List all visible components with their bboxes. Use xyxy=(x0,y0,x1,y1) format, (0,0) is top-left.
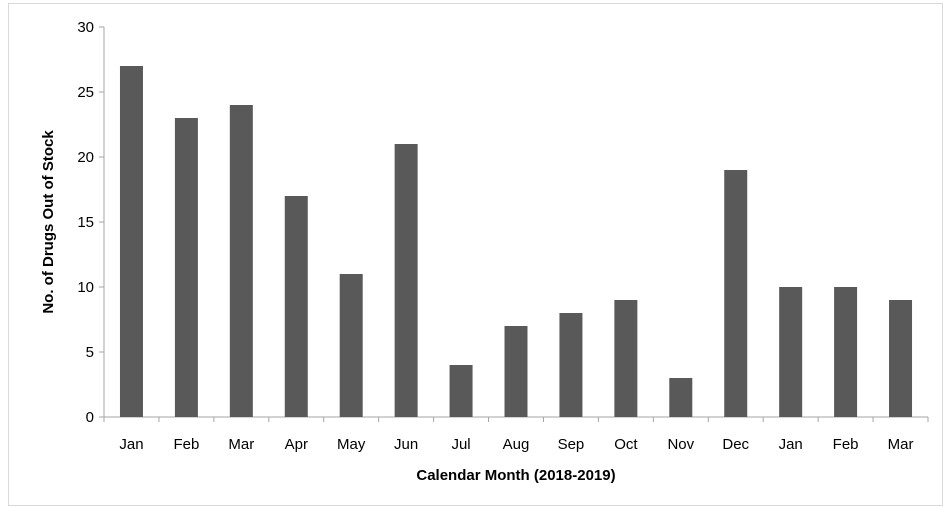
x-tick-label: Jul xyxy=(451,436,470,453)
y-tick-label: 25 xyxy=(77,84,94,101)
x-tick-label: Mar xyxy=(888,436,914,453)
y-tick-label: 5 xyxy=(86,344,94,361)
x-tick-label: Oct xyxy=(614,436,638,453)
x-tick-label: Feb xyxy=(833,436,859,453)
y-tick-label: 20 xyxy=(77,149,94,166)
x-tick-label: Aug xyxy=(503,436,530,453)
y-axis-title: No. of Drugs Out of Stock xyxy=(40,130,57,314)
bar-dec-11 xyxy=(724,170,748,417)
x-tick-label: Jan xyxy=(779,436,803,453)
x-tick-label: Mar xyxy=(228,436,254,453)
x-tick-label: Jan xyxy=(119,436,143,453)
x-axis-title: Calendar Month (2018-2019) xyxy=(416,467,615,484)
bar-apr-3 xyxy=(284,196,308,417)
bar-aug-7 xyxy=(504,326,528,417)
bar-jul-6 xyxy=(449,365,473,417)
chart-frame xyxy=(8,3,943,506)
bar-jan-0 xyxy=(119,66,143,417)
x-tick-label: Apr xyxy=(285,436,308,453)
y-tick-label: 0 xyxy=(86,409,94,426)
bar-mar-14 xyxy=(889,300,913,417)
bar-sep-8 xyxy=(559,313,583,417)
bar-jun-5 xyxy=(394,144,418,417)
x-tick-label: May xyxy=(337,436,366,453)
bar-nov-10 xyxy=(669,378,693,417)
x-tick-label: Dec xyxy=(722,436,749,453)
x-tick-label: Nov xyxy=(667,436,694,453)
bar-feb-13 xyxy=(834,287,858,417)
bar-oct-9 xyxy=(614,300,638,417)
bar-feb-1 xyxy=(174,118,198,417)
x-tick-label: Sep xyxy=(558,436,585,453)
x-axis: Jan Feb Mar Apr May Jun Jul Aug Sep Oct Nov Dec Jan F… xyxy=(103,416,929,453)
y-axis: 0 5 10 15 20 25 30 xyxy=(77,19,105,426)
y-tick-label: 10 xyxy=(77,279,94,296)
x-tick-label: Jun xyxy=(394,436,418,453)
y-tick-label: 15 xyxy=(77,214,94,231)
bars xyxy=(119,66,913,417)
y-tick-label: 30 xyxy=(77,19,94,36)
bar-may-4 xyxy=(339,274,363,417)
bar-mar-2 xyxy=(229,105,253,417)
bar-jan-12 xyxy=(779,287,803,417)
x-tick-label: Feb xyxy=(173,436,199,453)
